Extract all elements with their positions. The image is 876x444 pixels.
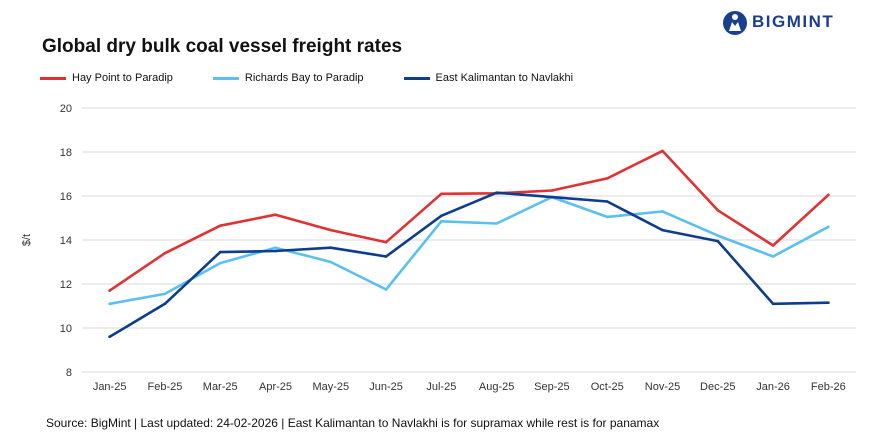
y-tick-label: 10 — [60, 323, 72, 335]
series-line — [108, 191, 830, 339]
data-point — [384, 240, 388, 244]
data-point — [163, 251, 167, 255]
data-point — [716, 239, 720, 243]
series-line — [108, 149, 830, 292]
x-tick-label: Jun-25 — [369, 381, 403, 393]
data-point — [440, 192, 443, 196]
data-point — [661, 210, 664, 213]
data-point — [108, 302, 111, 306]
data-point — [329, 228, 333, 232]
data-point — [661, 228, 664, 232]
x-tick-label: Mar-25 — [203, 381, 238, 393]
x-tick-label: Aug-25 — [479, 381, 514, 393]
data-point — [218, 224, 222, 227]
legend-swatch — [403, 76, 430, 80]
data-point — [384, 288, 388, 291]
x-tick-label: Feb-26 — [811, 381, 846, 393]
y-tick-label: 18 — [60, 147, 72, 159]
data-point — [716, 209, 720, 212]
y-tick-label: 8 — [66, 367, 72, 379]
data-point — [661, 149, 664, 153]
data-point — [108, 335, 111, 339]
data-point — [274, 249, 277, 253]
legend-label: East Kalimantan to Navlakhi — [435, 72, 574, 84]
data-point — [218, 250, 222, 254]
data-point — [827, 301, 830, 305]
data-point — [827, 225, 830, 229]
series-line — [108, 195, 830, 306]
x-tick-label: Oct-25 — [591, 381, 624, 393]
legend-item-hay-point: Hay Point to Paradip — [40, 72, 173, 84]
data-point — [495, 222, 498, 225]
y-tick-label: 16 — [60, 191, 72, 203]
legend-item-richards-bay: Richards Bay to Paradip — [212, 72, 364, 84]
legend-swatch — [40, 76, 66, 80]
data-point — [163, 292, 167, 296]
data-point — [384, 255, 388, 258]
legend-label: Richards Bay to Paradip — [244, 72, 364, 84]
data-point — [329, 246, 333, 249]
x-tick-label: Feb-25 — [147, 381, 182, 393]
data-point — [771, 302, 775, 306]
data-point — [495, 191, 498, 194]
x-tick-label: Jul-25 — [426, 381, 456, 393]
x-tick-label: Dec-25 — [700, 381, 735, 393]
source-note: Source: BigMint | Last updated: 24-02-20… — [46, 416, 660, 430]
data-point — [605, 215, 609, 219]
data-point — [108, 289, 111, 292]
data-point — [550, 189, 554, 192]
data-point — [329, 260, 333, 264]
x-tick-label: Apr-25 — [259, 381, 292, 393]
data-point — [771, 244, 775, 247]
data-point — [827, 193, 830, 197]
legend-label: Hay Point to Paradip — [72, 72, 173, 84]
legend: Hay Point to Paradip Richards Bay to Par… — [40, 70, 613, 86]
data-point — [550, 195, 554, 199]
chart-title: Global dry bulk coal vessel freight rate… — [42, 36, 403, 57]
legend-swatch — [212, 76, 239, 80]
data-point — [716, 234, 720, 237]
legend-item-east-kalimantan: East Kalimantan to Navlakhi — [403, 72, 574, 84]
y-tick-label: 12 — [60, 279, 72, 291]
x-tick-label: Jan-26 — [756, 381, 790, 393]
y-tick-label: 14 — [60, 235, 72, 247]
y-tick-label: 20 — [60, 103, 72, 115]
data-point — [163, 302, 167, 306]
data-point — [771, 255, 775, 258]
bigmint-logo-icon — [723, 11, 747, 35]
brand-name: BIGMINT — [752, 12, 835, 31]
y-axis-label: $/t — [21, 234, 33, 246]
brand-logo: BIGMINT — [722, 8, 872, 38]
x-tick-label: Jan-25 — [93, 381, 127, 393]
data-point — [274, 213, 277, 216]
data-point — [440, 220, 443, 223]
data-point — [274, 246, 277, 249]
x-tick-label: Sep-25 — [534, 381, 569, 393]
x-tick-label: Nov-25 — [645, 381, 680, 393]
data-point — [218, 261, 222, 265]
data-point — [605, 177, 609, 180]
x-tick-label: May-25 — [312, 381, 349, 393]
data-point — [605, 200, 609, 203]
data-point — [440, 214, 443, 218]
